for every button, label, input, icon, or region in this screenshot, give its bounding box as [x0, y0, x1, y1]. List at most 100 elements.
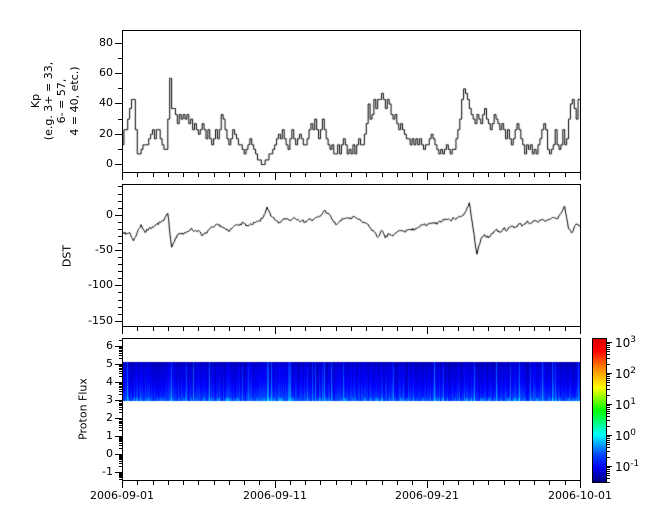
kp-y-tick-label: 60	[99, 66, 113, 79]
flux-y-minor-tick	[119, 384, 122, 385]
x-minor-tick	[412, 173, 413, 177]
x-tick-label-1: 2006-09-01	[90, 489, 154, 502]
dst-y-major-tick	[115, 250, 122, 251]
flux-y-tick-label: 1	[106, 429, 113, 442]
flux-y-minor-tick	[119, 355, 122, 356]
x-minor-tick	[534, 173, 535, 177]
kp-axis-label-line3: 6- = 57,	[55, 78, 68, 124]
x-minor-tick	[214, 481, 215, 485]
x-minor-tick	[488, 173, 489, 177]
x-minor-tick	[519, 327, 520, 331]
kp-y-tick-label: 80	[99, 36, 113, 49]
flux-y-minor-tick	[119, 340, 122, 341]
colorbar-minor-tick	[607, 469, 610, 470]
flux-y-minor-tick	[119, 473, 122, 474]
dst-y-minor-tick	[118, 243, 122, 244]
colorbar-tick-label: 101	[615, 397, 637, 412]
x-minor-tick	[351, 481, 352, 485]
x-minor-tick	[336, 327, 337, 331]
colorbar-minor-tick	[607, 378, 610, 379]
x-minor-tick	[458, 481, 459, 485]
flux-y-minor-tick	[119, 347, 122, 348]
x-minor-tick	[290, 481, 291, 485]
dst-y-minor-tick	[118, 257, 122, 258]
kp-y-minor-tick	[118, 149, 122, 150]
colorbar-minor-tick	[607, 482, 610, 483]
x-minor-tick	[244, 481, 245, 485]
flux-y-major-tick	[115, 400, 122, 401]
x-minor-tick	[488, 481, 489, 485]
flux-y-minor-tick	[119, 425, 122, 426]
flux-y-minor-tick	[119, 373, 122, 374]
colorbar-minor-tick	[607, 451, 610, 452]
x-minor-tick	[320, 327, 321, 331]
x-minor-tick	[473, 173, 474, 177]
colorbar-major-tick	[607, 342, 612, 343]
x-minor-tick	[504, 481, 505, 485]
x-minor-tick	[320, 173, 321, 177]
x-minor-tick	[259, 481, 260, 485]
flux-y-minor-tick	[119, 439, 122, 440]
flux-y-major-tick	[115, 454, 122, 455]
x-minor-tick	[351, 173, 352, 177]
x-tick-label-4: 2006-10-01	[548, 489, 612, 502]
colorbar-minor-tick	[607, 471, 610, 472]
flux-y-minor-tick	[119, 407, 122, 408]
colorbar-minor-tick	[607, 407, 610, 408]
x-minor-tick	[183, 173, 184, 177]
dst-y-minor-tick	[118, 208, 122, 209]
colorbar	[592, 338, 607, 483]
flux-y-minor-tick	[119, 437, 122, 438]
flux-y-minor-tick	[119, 353, 122, 354]
kp-axis-label-line1: Kp	[29, 93, 42, 109]
x-minor-tick	[137, 173, 138, 177]
flux-y-minor-tick	[119, 371, 122, 372]
kp-panel	[122, 30, 581, 173]
kp-y-minor-tick	[118, 119, 122, 120]
x-minor-tick	[214, 173, 215, 177]
flux-y-minor-tick	[119, 466, 122, 467]
proton-flux-panel	[122, 338, 581, 481]
dst-y-minor-tick	[118, 300, 122, 301]
x-minor-tick	[443, 173, 444, 177]
x-major-tick	[275, 327, 276, 334]
dst-line-plot	[123, 185, 580, 326]
colorbar-minor-tick	[607, 343, 610, 344]
x-minor-tick	[351, 327, 352, 331]
x-minor-tick	[397, 481, 398, 485]
flux-y-minor-tick	[119, 387, 122, 388]
colorbar-tick-label: 103	[615, 335, 637, 350]
x-minor-tick	[137, 327, 138, 331]
x-minor-tick	[153, 327, 154, 331]
dst-y-major-tick	[115, 215, 122, 216]
flux-y-minor-tick	[119, 351, 122, 352]
x-minor-tick	[259, 173, 260, 177]
x-minor-tick	[305, 481, 306, 485]
x-minor-tick	[549, 481, 550, 485]
colorbar-minor-tick	[607, 358, 610, 359]
x-minor-tick	[549, 173, 550, 177]
colorbar-minor-tick	[607, 354, 610, 355]
flux-y-major-tick	[115, 472, 122, 473]
colorbar-minor-tick	[607, 416, 610, 417]
flux-y-minor-tick	[119, 458, 122, 459]
flux-y-minor-tick	[119, 382, 122, 383]
colorbar-minor-tick	[607, 389, 610, 390]
flux-y-minor-tick	[119, 441, 122, 442]
x-minor-tick	[244, 173, 245, 177]
x-minor-tick	[290, 327, 291, 331]
kp-y-major-tick	[115, 103, 122, 104]
kp-y-tick-label: 40	[99, 96, 113, 109]
flux-y-minor-tick	[119, 455, 122, 456]
flux-y-minor-tick	[119, 403, 122, 404]
x-minor-tick	[153, 481, 154, 485]
colorbar-minor-tick	[607, 411, 610, 412]
flux-y-minor-tick	[119, 430, 122, 431]
flux-y-minor-tick	[119, 421, 122, 422]
flux-y-tick-label: 6	[106, 339, 113, 352]
flux-y-major-tick	[115, 436, 122, 437]
dst-y-minor-tick	[118, 236, 122, 237]
flux-y-major-tick	[115, 418, 122, 419]
kp-step-plot	[123, 31, 580, 172]
x-major-tick	[427, 173, 428, 180]
